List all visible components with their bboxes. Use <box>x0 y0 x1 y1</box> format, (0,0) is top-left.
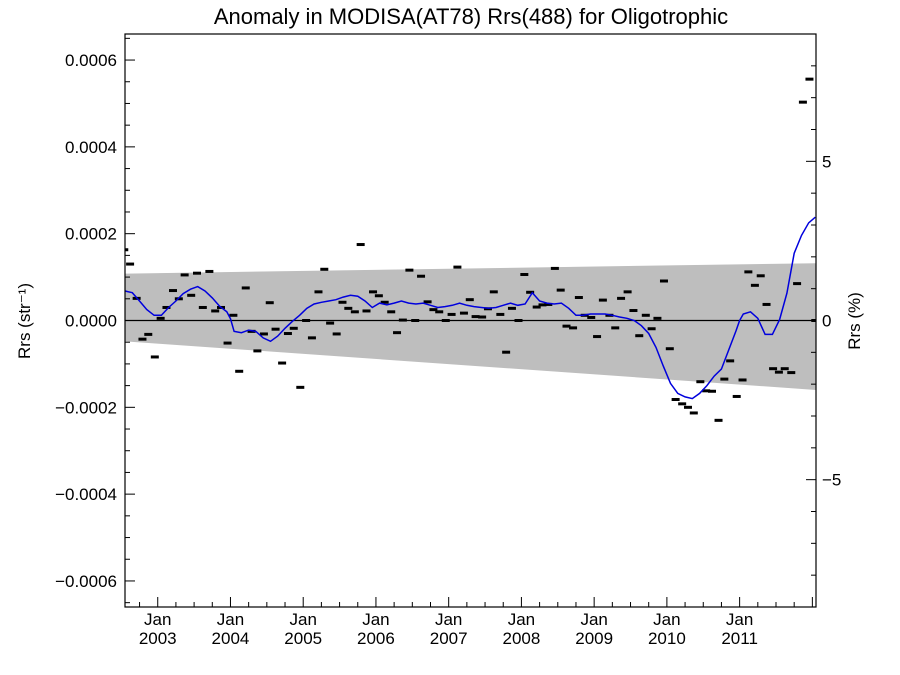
y-axis-label-left: Rrs (str⁻¹) <box>15 283 34 359</box>
smoothed-anomaly-line <box>125 216 816 400</box>
y-tick-label-right: 0 <box>822 312 831 331</box>
plot-area: 0.0006 0.0004 0.0002 0.0000 −0.0002 −0.0004 −0… <box>55 33 841 648</box>
chart-title: Anomaly in MODISA(AT78) Rrs(488) for Oli… <box>214 4 728 29</box>
y-tick-label-left: −0.0006 <box>55 572 117 591</box>
y-tick-label-left: 0.0006 <box>65 51 117 70</box>
y-tick-label-left: −0.0004 <box>55 485 117 504</box>
y-tick-label-right: 5 <box>822 152 831 171</box>
y-tick-label-left: −0.0002 <box>55 398 117 417</box>
x-tick-label: Jan 2005 <box>284 610 322 648</box>
x-tick-label: Jan 2009 <box>575 610 613 648</box>
y-axis-label-right: Rrs (%) <box>845 292 864 350</box>
x-tick-label: Jan 2006 <box>357 610 395 648</box>
x-tick-label: Jan 2011 <box>721 610 758 648</box>
y-tick-label-left: 0.0000 <box>65 312 117 331</box>
x-tick-label: Jan 2010 <box>648 610 686 648</box>
y-tick-label-right: −5 <box>822 471 841 490</box>
y-tick-label-left: 0.0002 <box>65 225 117 244</box>
x-tick-label: Jan 2008 <box>503 610 541 648</box>
x-tick-label: Jan 2007 <box>430 610 468 648</box>
x-tick-label: Jan 2004 <box>212 610 250 648</box>
uncertainty-band <box>125 263 816 390</box>
y-tick-label-left: 0.0004 <box>65 138 117 157</box>
x-tick-label: Jan 2003 <box>139 610 177 648</box>
